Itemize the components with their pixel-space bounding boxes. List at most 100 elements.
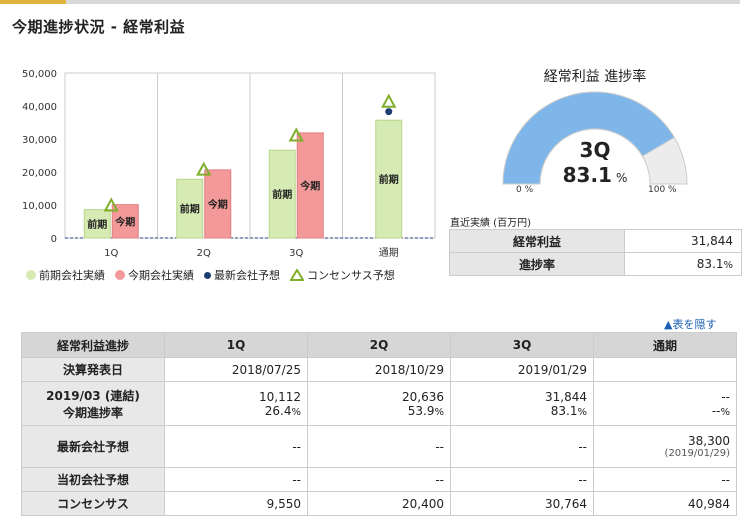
legend-consensus-label: コンセンサス予想 — [307, 269, 395, 282]
cell-consensus-3q: 30,764 — [450, 491, 594, 516]
header-1q: 1Q — [164, 332, 308, 358]
legend-latest-swatch — [204, 271, 211, 279]
progress-gauge — [502, 91, 688, 185]
point-consensus — [103, 197, 119, 212]
row-label-consensus: コンセンサス — [21, 491, 165, 516]
cell-actual-3q: 31,844 83.1% — [450, 381, 594, 426]
gauge-value-number: 83.1 — [562, 163, 612, 187]
bar-current — [204, 169, 232, 239]
cell-initial-3q: -- — [450, 467, 594, 492]
gauge-quarter: 3Q — [579, 138, 611, 162]
gauge-min-label: 0 % — [516, 185, 534, 195]
recent-row-rate: 進捗率 83.1% — [449, 252, 742, 276]
cell-initial-fy: -- — [593, 467, 737, 492]
legend-prev-label: 前期会社実績 — [39, 269, 105, 282]
progress-table: 経常利益進捗 1Q 2Q 3Q 通期 決算発表日 2018/07/25 2018… — [21, 332, 737, 516]
rate-unit: % — [434, 406, 444, 418]
bar-prev — [176, 178, 204, 239]
recent-caption: 直近実績 (百万円) — [450, 218, 531, 229]
legend-latest-label: 最新会社予想 — [214, 269, 280, 282]
x-tick-label: 2Q — [197, 248, 211, 259]
row-label-actual-rate: 今期進捗率 — [62, 405, 123, 420]
legend-prev-swatch — [26, 270, 36, 280]
bar-label-prev: 前期 — [180, 203, 200, 216]
hide-table-link[interactable]: ▲表を隠す — [664, 318, 717, 331]
legend-consensus-triangle-icon — [290, 269, 304, 281]
point-consensus — [196, 161, 212, 176]
row-label-actual-period: 2019/03 (連結) — [46, 388, 140, 403]
cell-announce-2q: 2018/10/29 — [307, 357, 451, 382]
recent-rate-number: 83.1 — [696, 257, 724, 271]
gauge-value: 83.1% — [495, 163, 695, 187]
bar-label-prev: 前期 — [87, 218, 107, 231]
row-label-announce: 決算発表日 — [21, 357, 165, 382]
table-row: コンセンサス 9,550 20,400 30,764 40,984 — [21, 491, 737, 516]
cell-announce-1q: 2018/07/25 — [164, 357, 308, 382]
recent-rate-value: 83.1% — [624, 252, 742, 276]
y-tick-label: 40,000 — [22, 102, 57, 113]
recent-profit-label: 経常利益 — [449, 229, 625, 253]
cell-actual-3q-value: 31,844 — [545, 389, 587, 404]
row-label-latest: 最新会社予想 — [21, 425, 165, 468]
cell-latest-fy: 38,300 (2019/01/29) — [593, 425, 737, 468]
bar-current — [296, 132, 324, 239]
gauge-value-unit: % — [615, 171, 628, 185]
table-row: 当初会社予想 -- -- -- -- — [21, 467, 737, 492]
rate-unit: % — [720, 406, 730, 418]
recent-rate-label: 進捗率 — [449, 252, 625, 276]
bar-label-current: 今期 — [299, 179, 320, 192]
legend-current-label: 今期会社実績 — [128, 269, 194, 282]
legend-current-swatch — [115, 270, 125, 280]
page-title: 今期進捗状況 - 経常利益 — [12, 18, 186, 36]
cell-actual-1q-value: 10,112 — [259, 389, 301, 404]
header-metric: 経常利益進捗 — [21, 332, 165, 358]
table-row: 2019/03 (連結) 今期進捗率 10,112 26.4% 20,636 53.9… — [21, 381, 737, 426]
rate-number: 26.4 — [264, 403, 292, 418]
recent-profit-value: 31,844 — [624, 229, 742, 253]
x-tick-label: 3Q — [289, 248, 303, 259]
cell-latest-fy-value: 38,300 — [688, 434, 730, 448]
cell-latest-1q: -- — [164, 425, 308, 468]
y-tick-label: 0 — [51, 234, 57, 245]
gauge-max-label: 100 % — [648, 185, 677, 195]
legend-latest: 最新会社予想 — [204, 267, 280, 283]
bar-prev — [268, 149, 296, 239]
cell-latest-2q: -- — [307, 425, 451, 468]
cell-actual-2q-rate: 53.9% — [314, 404, 444, 418]
bar-label-prev: 前期 — [272, 188, 292, 201]
cell-actual-fy: -- --% — [593, 381, 737, 426]
table-row: 決算発表日 2018/07/25 2018/10/29 2019/01/29 — [21, 357, 737, 382]
gauge-fill — [502, 91, 676, 185]
rate-number: -- — [711, 403, 721, 418]
row-label-initial: 当初会社予想 — [21, 467, 165, 492]
header-full-year: 通期 — [593, 332, 737, 358]
y-tick-label: 10,000 — [22, 201, 57, 212]
chart-legend: 前期会社実績 今期会社実績 最新会社予想 コンセンサス予想 — [26, 267, 395, 283]
cell-consensus-1q: 9,550 — [164, 491, 308, 516]
cell-initial-1q: -- — [164, 467, 308, 492]
y-tick-label: 50,000 — [22, 69, 57, 80]
header-rule — [0, 0, 740, 4]
header-2q: 2Q — [307, 332, 451, 358]
legend-consensus: コンセンサス予想 — [290, 267, 395, 283]
cell-announce-3q: 2019/01/29 — [450, 357, 594, 382]
point-latest-forecast — [385, 108, 393, 116]
bar-prev — [83, 209, 111, 239]
cell-actual-2q-value: 20,636 — [402, 389, 444, 404]
legend-current: 今期会社実績 — [115, 267, 194, 283]
cell-actual-1q: 10,112 26.4% — [164, 381, 308, 426]
header-rule-accent — [0, 0, 66, 4]
cell-actual-1q-rate: 26.4% — [171, 404, 301, 418]
gauge-title: 経常利益 進捗率 — [543, 69, 647, 85]
bar-label-current: 今期 — [207, 198, 228, 211]
y-tick-label: 20,000 — [22, 168, 57, 179]
recent-row-profit: 経常利益 31,844 — [449, 229, 742, 253]
cell-actual-2q: 20,636 53.9% — [307, 381, 451, 426]
point-consensus — [288, 127, 304, 142]
bar-label-prev: 前期 — [379, 173, 399, 186]
row-label-actual: 2019/03 (連結) 今期進捗率 — [21, 381, 165, 426]
cell-consensus-2q: 20,400 — [307, 491, 451, 516]
x-tick-label: 通期 — [379, 247, 399, 259]
cell-actual-fy-rate: --% — [600, 404, 730, 418]
cell-announce-fy — [593, 357, 737, 382]
